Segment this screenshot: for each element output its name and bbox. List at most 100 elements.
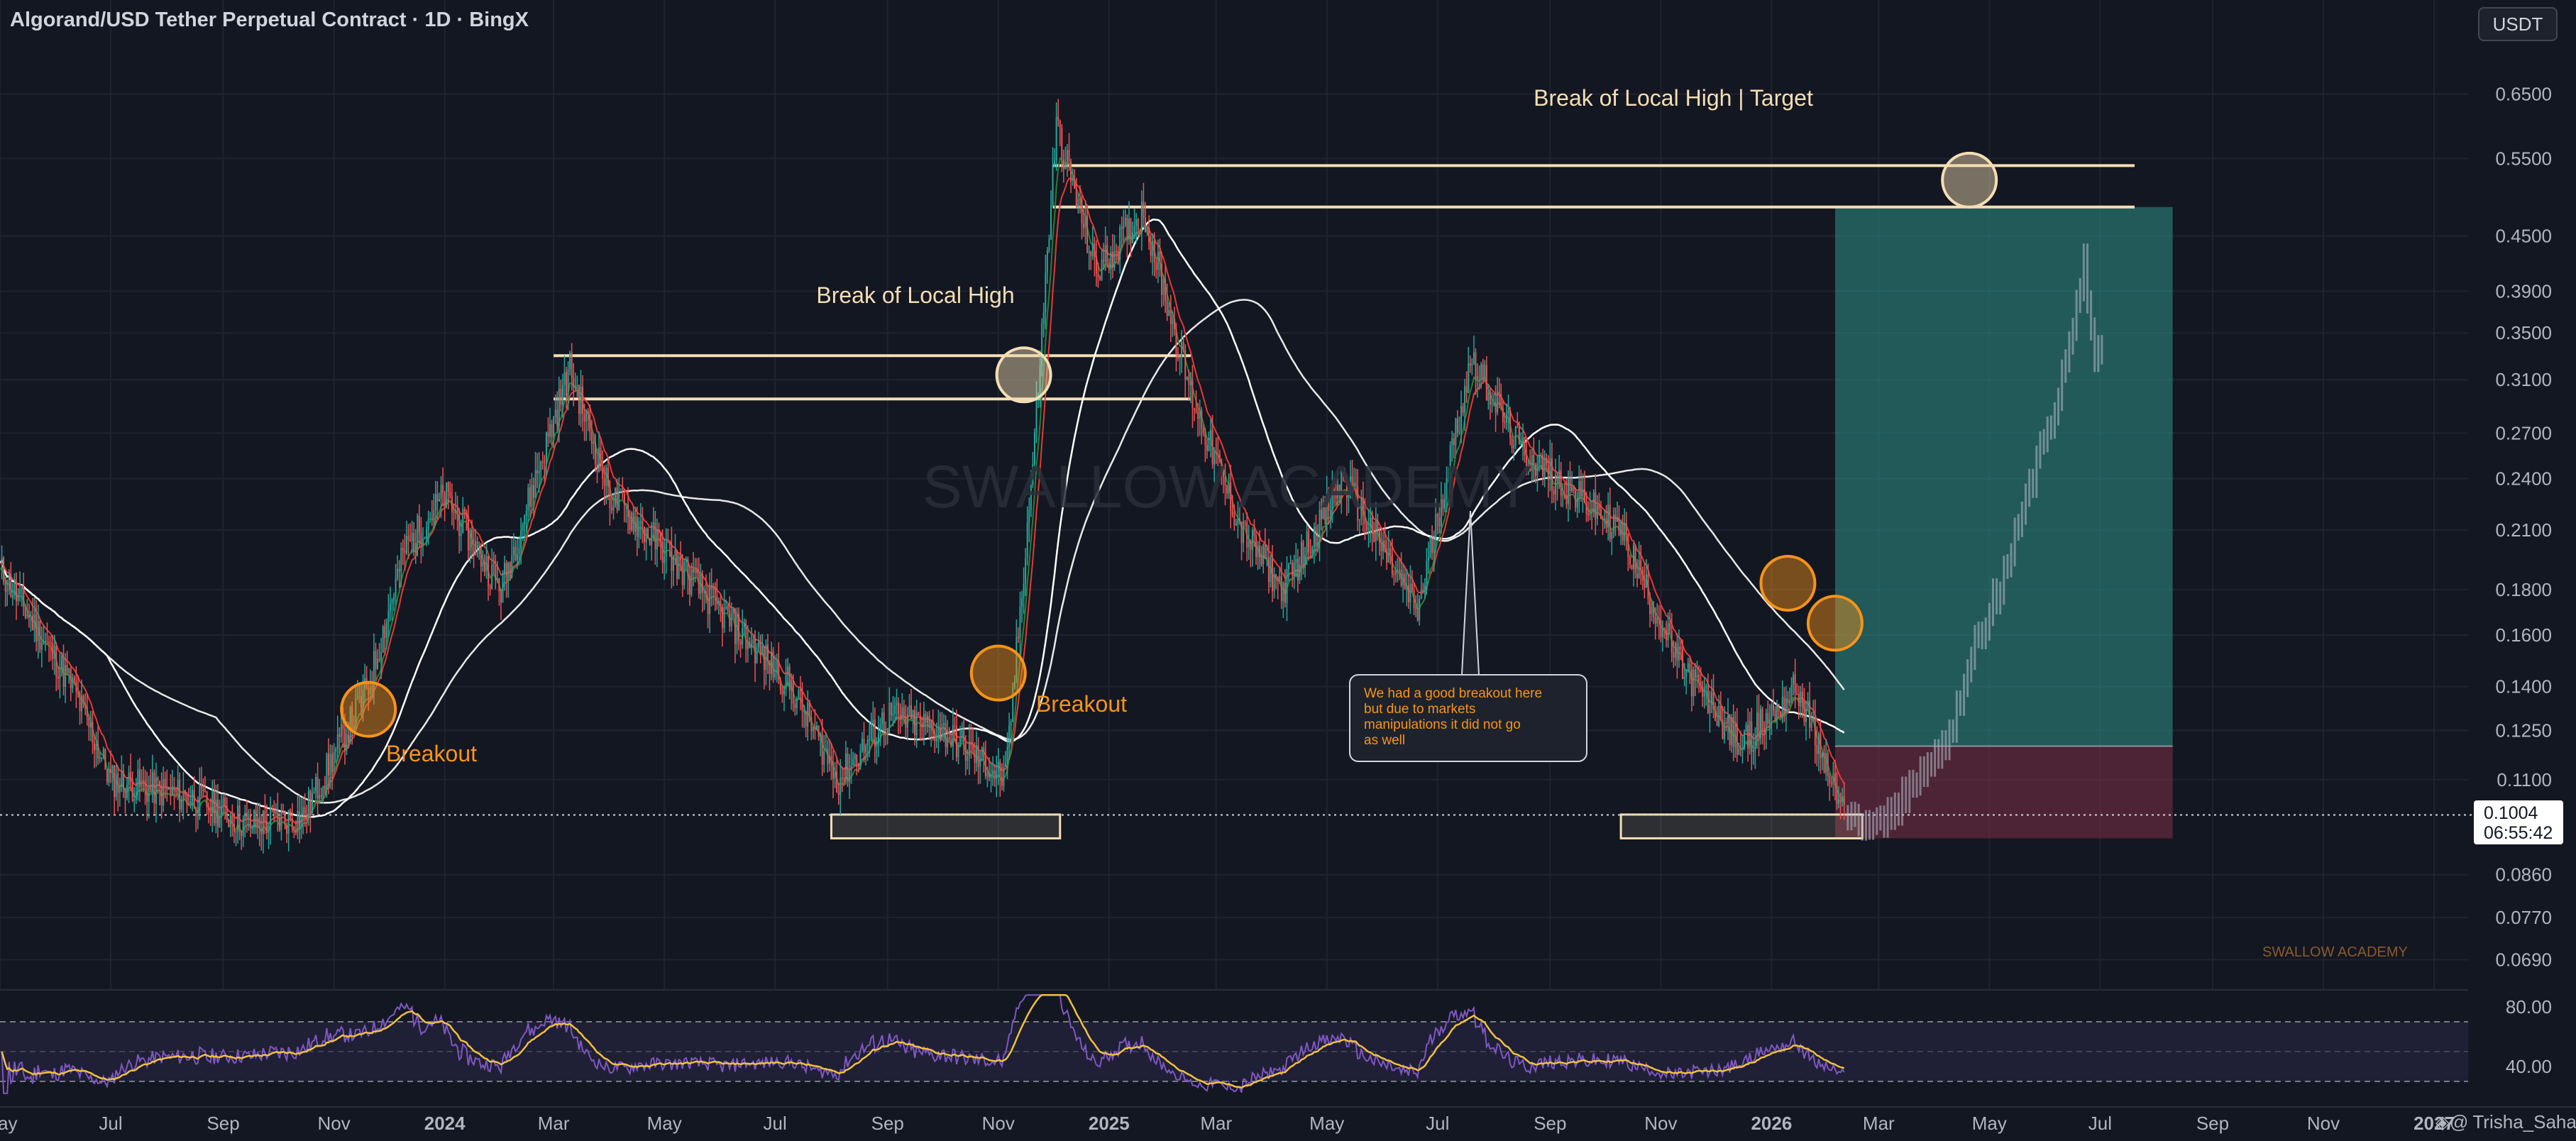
candle-body (1062, 159, 1064, 170)
candle-body (1514, 426, 1517, 446)
candle-body (996, 771, 998, 778)
x-tick-label: Sep (2196, 1113, 2229, 1134)
y-tick-label: 0.2400 (2495, 468, 2552, 489)
candle-body (1295, 558, 1297, 563)
candle-body (1097, 273, 1099, 277)
candle-body (57, 676, 59, 679)
candle-body (1816, 744, 1818, 754)
candle-body (642, 521, 644, 527)
candle-body (843, 778, 845, 780)
candle-body (1801, 691, 1803, 700)
candle-body (1179, 357, 1181, 358)
candle-body (758, 641, 760, 648)
y-tick-label: 0.0860 (2495, 864, 2552, 886)
x-tick-label: Sep (1534, 1113, 1566, 1134)
candle-body (968, 742, 970, 756)
candle-body (759, 641, 761, 656)
candle-body (1050, 205, 1052, 240)
candle-body (1605, 518, 1607, 528)
candle-body (483, 562, 485, 572)
candle-body (812, 727, 814, 732)
candle-body (4, 581, 6, 592)
candle-body (696, 568, 698, 573)
candle-body (1321, 509, 1323, 519)
candle-body (1101, 260, 1103, 280)
candle-body (50, 643, 52, 644)
local-high-label: Break of Local High (816, 282, 1014, 308)
candle-body (188, 804, 190, 805)
candle-body (1095, 256, 1097, 274)
candle-body (844, 753, 847, 780)
candle-body (1832, 773, 1834, 785)
candle-body (870, 724, 872, 739)
candle-body (1028, 509, 1030, 523)
candle-body (1137, 219, 1139, 231)
candle-body (827, 749, 829, 764)
candle-body (1103, 260, 1105, 262)
candle-body (478, 544, 480, 546)
candle-body (857, 765, 859, 767)
candle-body (1793, 674, 1795, 685)
candle-body (1765, 712, 1767, 733)
candle-body (1612, 514, 1614, 532)
candle-body (609, 485, 611, 509)
candle-body (331, 754, 334, 773)
candle-body (739, 641, 742, 645)
candle-body (1, 558, 3, 564)
candle-body (1226, 485, 1228, 494)
candle-body (1484, 365, 1486, 380)
candle-body (1355, 483, 1357, 487)
candle-body (68, 668, 70, 673)
candle-body (1629, 557, 1631, 565)
candle-body (1424, 584, 1426, 591)
candle-body (1448, 478, 1450, 479)
y-tick-label: 0.1800 (2495, 579, 2552, 600)
candle-body (1645, 574, 1647, 588)
target-circle (1941, 151, 1998, 209)
candle-body (482, 562, 484, 567)
candle-body (108, 768, 110, 783)
candle-body (1126, 218, 1128, 239)
candle-body (1387, 548, 1389, 563)
candle-body (1238, 518, 1240, 522)
candle-body (825, 749, 827, 751)
candle-body (947, 737, 949, 748)
candle-body (1211, 429, 1213, 465)
candle-body (1210, 429, 1212, 439)
candle-body (1329, 509, 1331, 512)
candle-body (866, 739, 869, 746)
candle-body (766, 644, 769, 662)
candle-body (1143, 201, 1145, 218)
candle-body (1213, 451, 1216, 465)
candle-body (1335, 491, 1337, 499)
candle-body (1640, 560, 1642, 570)
candle-body (1123, 225, 1125, 229)
candle-body (787, 666, 789, 675)
candle-body (667, 541, 669, 544)
candle-body (898, 702, 900, 715)
candle-body (135, 792, 137, 800)
candle-body (883, 712, 885, 732)
candle-body (1698, 674, 1700, 683)
candle-body (1153, 241, 1155, 263)
candle-body (309, 790, 312, 814)
candle-body (1094, 243, 1096, 257)
candle-body (295, 831, 297, 833)
candle-body (901, 707, 903, 719)
x-tick-label: May (1309, 1113, 1344, 1134)
breakout-circle (340, 680, 397, 738)
currency-button[interactable]: USDT (2478, 7, 2558, 41)
candle-body (1162, 279, 1165, 295)
candle-body (86, 707, 88, 717)
candle-body (1780, 712, 1782, 718)
candle-body (1111, 251, 1113, 268)
candle-body (326, 754, 328, 788)
candle-body (1228, 482, 1230, 494)
candle-body (1598, 505, 1600, 509)
candle-body (1173, 318, 1175, 329)
candle-body (431, 518, 433, 521)
candle-body (647, 528, 649, 539)
candle-body (1705, 686, 1707, 688)
candle-body (82, 695, 84, 705)
